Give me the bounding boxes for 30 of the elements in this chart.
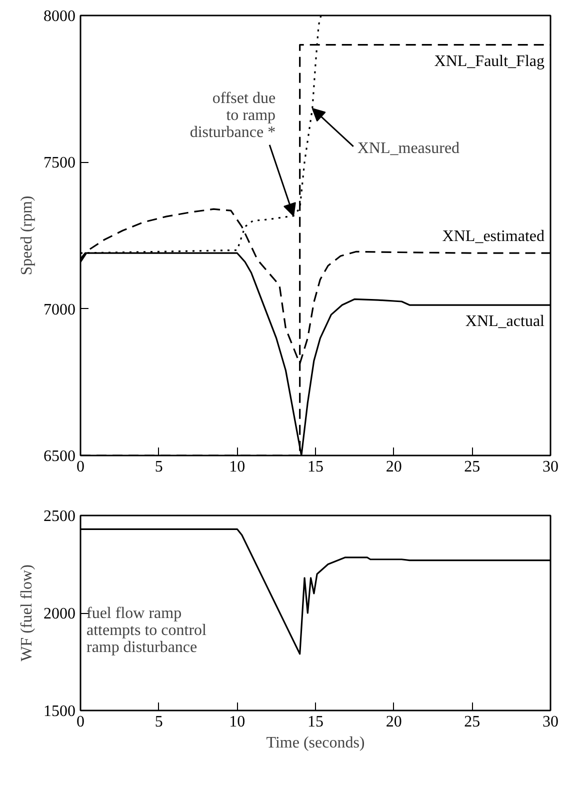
y-tick-label: 2500 xyxy=(44,508,76,525)
x-axis-title: Time (seconds) xyxy=(266,734,365,752)
x-tick-label: 15 xyxy=(308,714,324,730)
x-tick-label: 25 xyxy=(464,458,480,476)
series-label: XNL_Fault_Flag xyxy=(434,52,544,70)
y-axis-title: WF (fuel flow) xyxy=(18,564,36,662)
y-axis-title: Speed (rpm) xyxy=(18,196,36,276)
annotation: XNL_measured xyxy=(357,140,460,157)
y-tick-label: 8000 xyxy=(44,8,76,25)
x-tick-label: 5 xyxy=(154,458,163,476)
x-tick-label: 20 xyxy=(386,714,402,730)
y-tick-label: 7000 xyxy=(44,301,76,318)
x-tick-label: 25 xyxy=(464,714,480,730)
annotation: offset due to ramp disturbance * xyxy=(190,90,276,141)
x-tick-label: 10 xyxy=(229,714,246,730)
x-tick-label: 30 xyxy=(542,714,558,730)
x-tick-label: 20 xyxy=(386,458,402,476)
x-tick-label: 0 xyxy=(76,458,84,476)
y-tick-label: 1500 xyxy=(44,703,76,720)
x-tick-label: 10 xyxy=(229,458,246,476)
y-tick-label: 6500 xyxy=(44,448,76,465)
x-tick-label: 30 xyxy=(542,458,558,476)
x-tick-label: 15 xyxy=(308,458,324,476)
series-label: XNL_estimated xyxy=(442,228,545,246)
y-tick-label: 2000 xyxy=(44,606,76,622)
series-label: XNL_actual xyxy=(465,313,546,330)
annotation: fuel flow ramp attempts to control ramp disturbance xyxy=(86,604,208,656)
x-tick-label: 0 xyxy=(76,714,84,730)
x-tick-label: 5 xyxy=(154,714,163,730)
y-tick-label: 7500 xyxy=(44,154,76,172)
